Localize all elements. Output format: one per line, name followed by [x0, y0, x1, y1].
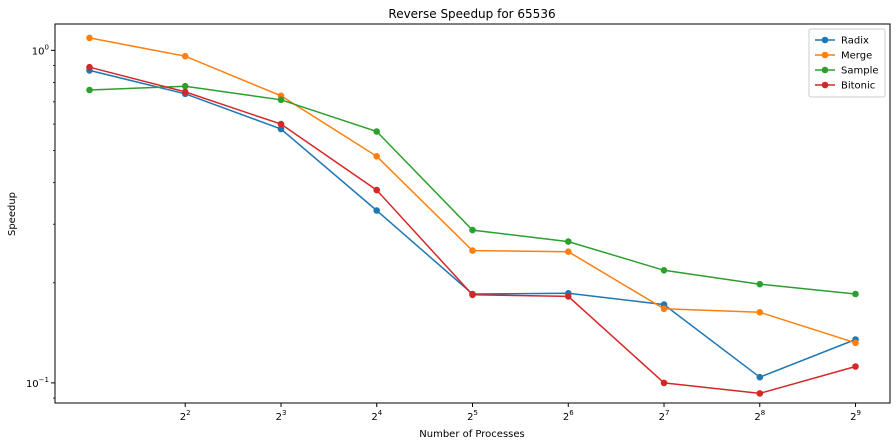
data-point: [756, 390, 764, 397]
data-point: [373, 186, 381, 194]
legend-marker: [821, 81, 829, 89]
legend: Radix Merge Sample Bitonic: [808, 28, 886, 98]
data-point: [86, 86, 93, 94]
data-point: [852, 339, 859, 347]
x-tick-label: 27: [659, 409, 670, 423]
legend-label: Sample: [841, 66, 879, 77]
legend-item-sample: Sample: [815, 66, 879, 77]
x-tick-label: 26: [563, 409, 574, 423]
data-point: [181, 82, 189, 90]
data-point: [756, 309, 764, 316]
data-point: [852, 363, 859, 370]
data-point: [660, 379, 668, 387]
legend-marker: [821, 36, 829, 44]
legend-box: [808, 28, 886, 98]
data-point: [469, 291, 476, 299]
legend-marker: [821, 51, 829, 59]
data-point: [469, 226, 476, 234]
legend-label: Bitonic: [841, 81, 875, 92]
legend-label: Radix: [841, 36, 869, 47]
x-tick-label: 29: [850, 409, 861, 423]
data-point: [277, 125, 285, 133]
legend-item-radix: Radix: [815, 36, 869, 47]
data-point: [660, 305, 668, 313]
x-tick-label: 23: [276, 409, 287, 423]
data-point: [565, 293, 572, 300]
x-tick-label: 22: [180, 409, 191, 423]
x-axis-ticks: 22 23 24 25 26 27 28 29: [180, 403, 861, 423]
y-tick-label: 10−1: [26, 376, 49, 390]
y-axis-ticks: 100 10−1: [26, 43, 55, 399]
plot-area: [86, 34, 859, 397]
data-point: [756, 280, 764, 288]
data-point: [277, 96, 285, 104]
data-point: [565, 238, 572, 245]
x-tick-label: 25: [467, 409, 478, 423]
x-tick-label: 24: [371, 409, 382, 423]
series-bitonic: [86, 63, 859, 397]
data-point: [756, 373, 764, 381]
data-point: [373, 128, 381, 135]
legend-marker: [821, 66, 829, 74]
x-tick-label: 28: [754, 409, 765, 423]
data-point: [469, 247, 476, 254]
data-point: [181, 88, 189, 96]
data-point: [373, 207, 381, 214]
data-point: [181, 52, 189, 60]
y-tick-label: 100: [32, 43, 49, 57]
y-axis-title: Speedup: [7, 192, 18, 236]
data-point: [86, 34, 93, 42]
series-sample: [86, 82, 859, 298]
legend-item-merge: Merge: [815, 51, 872, 62]
chart-title: Reverse Speedup for 65536: [388, 7, 555, 21]
x-axis-title: Number of Processes: [419, 429, 524, 440]
data-point: [373, 153, 381, 160]
data-point: [852, 290, 859, 298]
data-point: [86, 63, 93, 71]
legend-label: Merge: [841, 51, 872, 62]
data-point: [277, 120, 285, 128]
legend-item-bitonic: Bitonic: [815, 81, 875, 92]
data-point: [660, 267, 668, 274]
data-point: [565, 248, 572, 255]
